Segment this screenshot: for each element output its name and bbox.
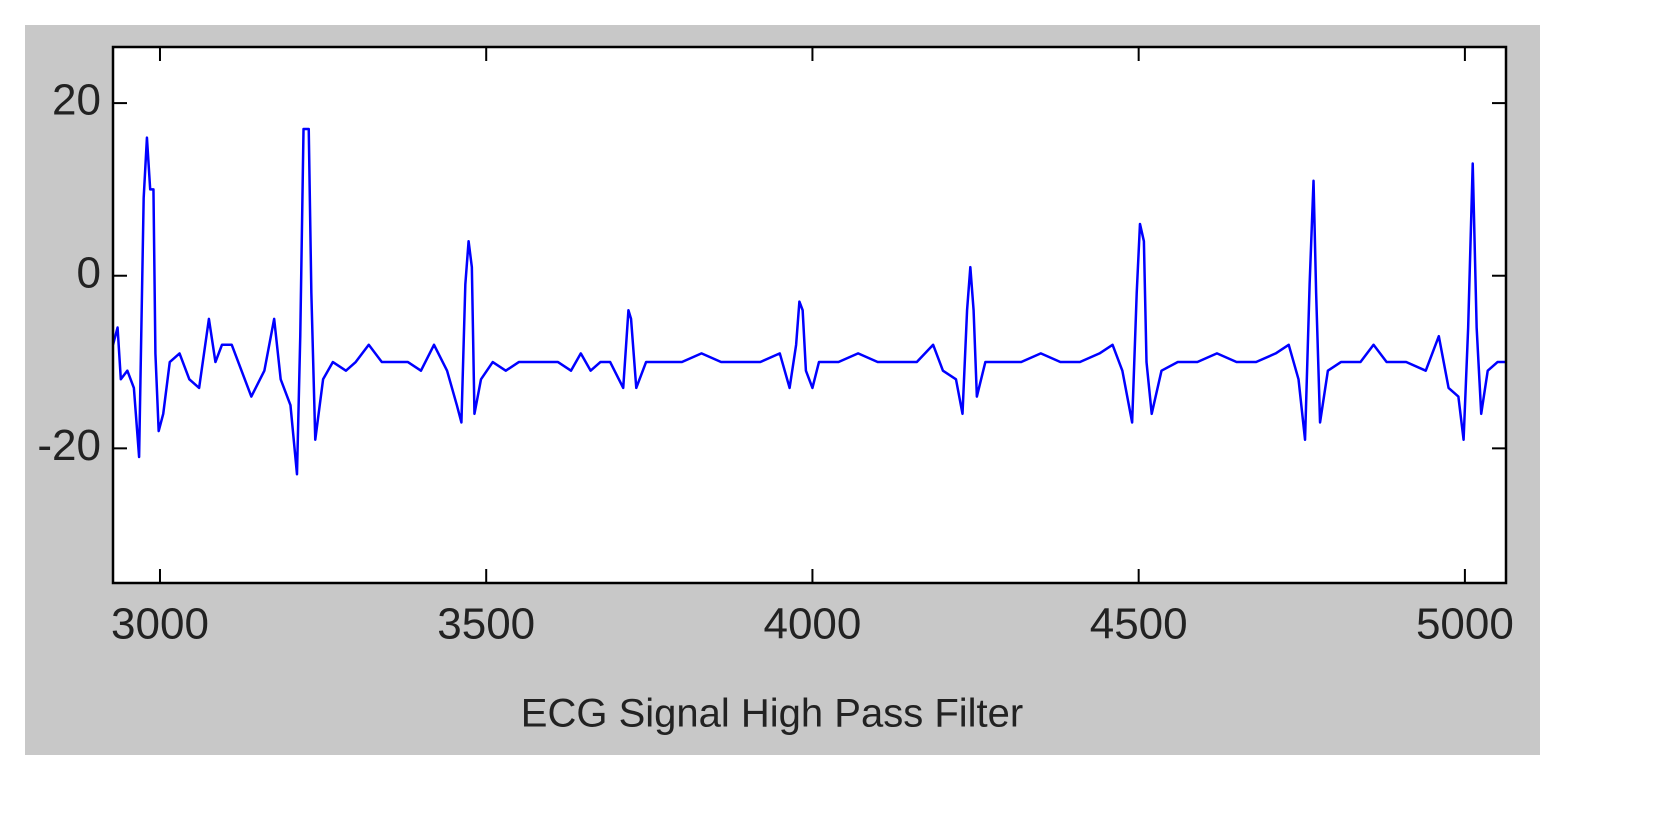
signal-line <box>113 127 1506 476</box>
x-tick-label: 4500 <box>1090 600 1188 649</box>
x-tick-label: 3500 <box>437 600 535 649</box>
plot-border <box>111 45 1508 585</box>
x-tick-label: 3000 <box>111 600 209 649</box>
y-tick-label: -20 <box>37 421 101 470</box>
y-tick-label: 0 <box>77 248 101 297</box>
chart-title: ECG Signal High Pass Filter <box>521 692 1023 736</box>
plot-area <box>113 47 1506 583</box>
y-tick-label: 20 <box>52 76 101 125</box>
x-tick-label: 4000 <box>763 600 861 649</box>
x-tick-label: 5000 <box>1416 600 1514 649</box>
